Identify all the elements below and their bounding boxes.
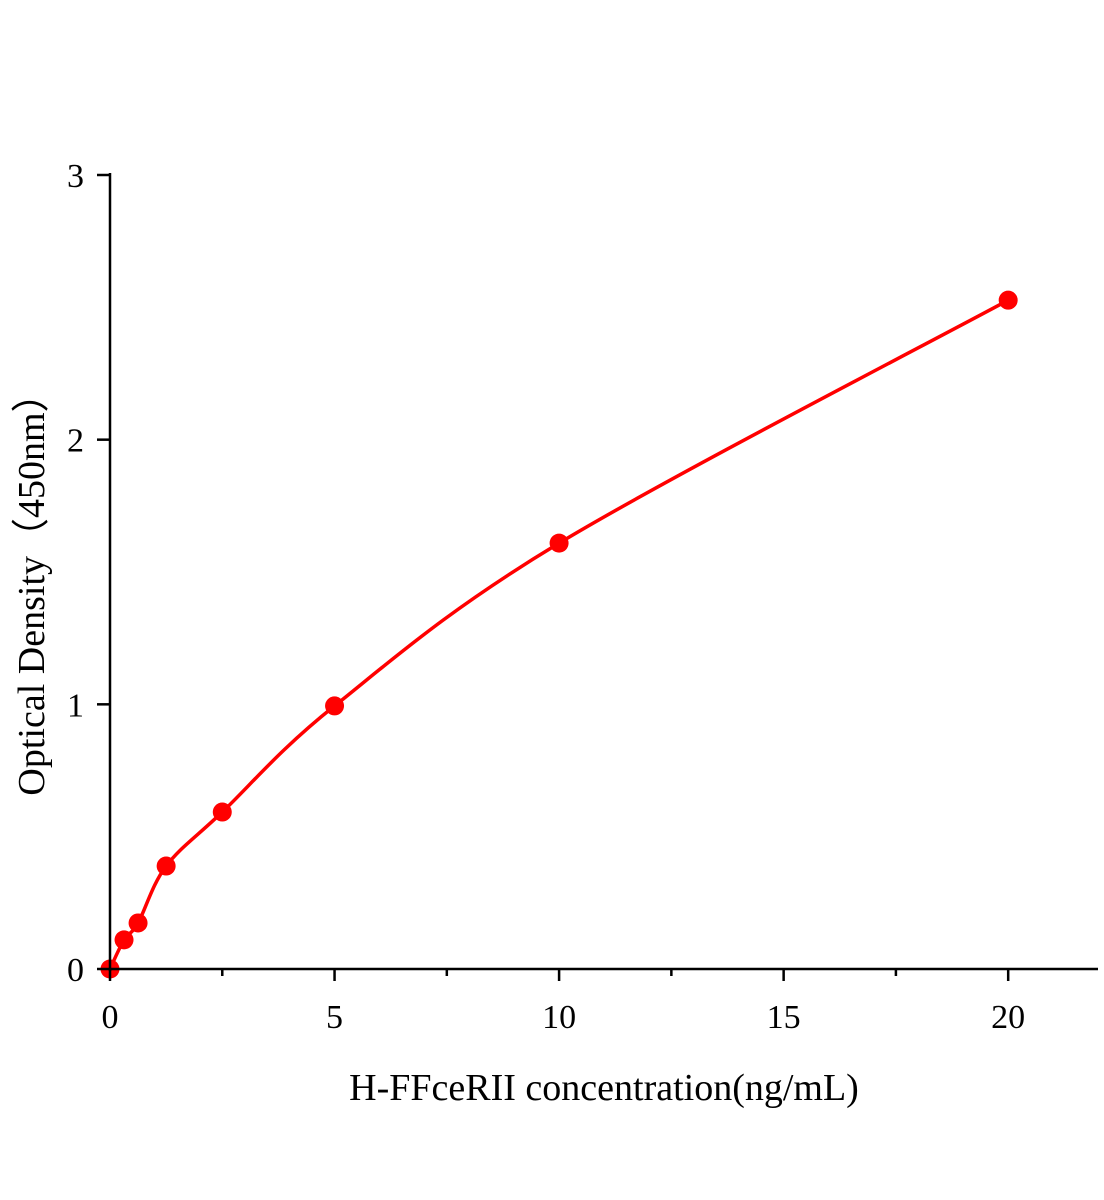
x-tick-label: 15 — [767, 999, 801, 1036]
data-point — [998, 290, 1018, 310]
data-point — [325, 696, 345, 716]
x-tick-label: 20 — [991, 999, 1025, 1036]
x-tick-label: 0 — [102, 999, 119, 1036]
y-tick-label: 0 — [67, 952, 84, 989]
data-point — [549, 533, 569, 553]
y-tick-label: 1 — [67, 687, 84, 724]
data-point — [114, 930, 134, 950]
data-point — [128, 913, 148, 933]
x-tick-label: 10 — [542, 999, 576, 1036]
y-ticks: 0 1 2 3 — [67, 158, 110, 989]
x-axis-label: H-FFceRII concentration(ng/mL) — [349, 1067, 859, 1109]
data-point — [212, 802, 232, 822]
x-ticks: 0 5 10 15 20 — [102, 969, 1025, 1036]
fit-curve — [108, 298, 1010, 970]
fit-curve-layer — [108, 298, 1010, 970]
data-points-layer — [100, 290, 1018, 979]
y-tick-label: 2 — [67, 423, 84, 460]
y-axis-label: Optical Density（450nm） — [11, 374, 53, 795]
data-point — [156, 856, 176, 876]
y-tick-label: 3 — [67, 158, 84, 195]
x-tick-label: 5 — [326, 999, 343, 1036]
